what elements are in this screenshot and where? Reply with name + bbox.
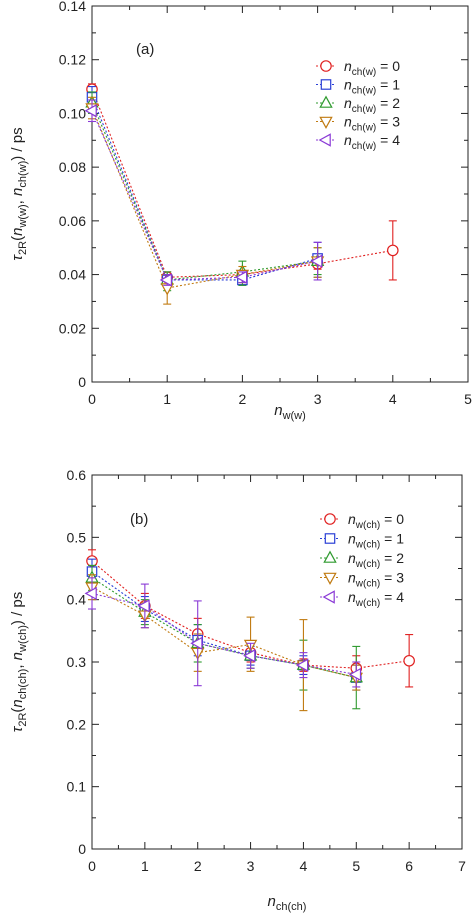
data-point [190,636,203,651]
data-point [137,599,150,613]
legend-entry: nch(w) = 0 [344,58,400,78]
y-tick-label: 0.6 [67,467,87,483]
x-tick-label: 5 [352,858,360,874]
x-tick-label: 2 [239,391,247,407]
data-point [310,254,323,268]
panel-label: (a) [136,41,154,58]
x-tick-label: 7 [458,858,466,874]
data-point [84,586,97,601]
series-1 [86,558,362,691]
legend-entry: nch(w) = 4 [344,132,400,152]
legend-entry: nch(w) = 2 [344,95,400,115]
x-tick-label: 0 [88,391,96,407]
series-4 [84,577,362,688]
legend-entry: nch(w) = 1 [344,77,400,97]
y-tick-label: 0.1 [67,779,87,795]
series-line [91,586,357,679]
data-point [386,244,399,257]
y-tick-label: 0.14 [59,0,86,14]
panel-b: 0 0.1 0.2 0.3 0.4 0.5 0.6 0 1 2 3 4 5 6 7 nch(ch) τ2R(nc… [9,467,466,913]
legend-marker [322,590,335,604]
series-line [91,110,318,281]
data-point [243,649,256,663]
series-line [91,592,357,676]
data-point [295,658,309,672]
series-line [91,102,318,281]
series-line [91,577,357,679]
y-tick-label: 0.04 [59,267,86,283]
y-tick-label: 0 [78,374,86,390]
legend-marker [324,513,336,525]
y-axis-label: τ2R(nw(w), nch(w)) / ps [9,127,29,260]
legend-marker [320,60,332,72]
legend-entry: nw(ch) = 1 [348,531,404,551]
x-tick-label: 5 [464,391,472,407]
x-axis-label: nch(ch) [268,893,307,913]
series-1 [86,86,323,286]
legend-marker [319,95,333,108]
series-line [91,107,318,289]
series-2 [85,91,325,292]
legend-marker [320,79,332,90]
x-tick-label: 0 [88,858,96,874]
y-tick-label: 0.2 [67,716,87,732]
x-axis-label: nw(w) [274,402,306,422]
panel-label: (b) [130,511,148,528]
legend-marker [324,533,336,544]
legend-entry: nw(ch) = 2 [348,550,404,570]
plot-frame [91,5,469,383]
series-line [91,97,318,281]
y-tick-label: 0.4 [67,592,87,608]
legend-entry: nw(ch) = 0 [348,511,404,531]
series-3 [85,574,363,712]
series-2 [85,564,363,710]
y-tick-label: 0.06 [59,213,86,229]
legend-entry: nch(w) = 3 [344,114,400,134]
y-tick-label: 0.12 [59,52,86,68]
x-tick-label: 1 [141,858,149,874]
data-point [234,270,248,284]
y-tick-label: 0 [78,841,86,857]
legend-marker [319,116,333,129]
x-tick-label: 2 [194,858,202,874]
x-tick-label: 4 [389,391,397,407]
data-point [159,273,172,287]
data-point [348,667,362,682]
series-3 [85,96,325,305]
y-tick-label: 0.3 [67,654,87,670]
legend-marker [318,133,331,147]
y-tick-label: 0.08 [59,159,86,175]
series-4 [84,99,323,287]
x-tick-label: 3 [247,858,255,874]
x-tick-label: 6 [405,858,413,874]
y-axis-label: τ2R(nch(ch), nw(ch)) / ps [9,592,29,733]
x-tick-label: 3 [314,391,322,407]
y-tick-label: 0.5 [67,529,87,545]
y-tick-label: 0.02 [59,320,86,336]
legend-entry: nw(ch) = 3 [348,570,404,590]
panel-a: 0 0.02 0.04 0.06 0.08 0.10 0.12 0.14 0 1 2 3 4 5 nw(w)… [9,0,472,422]
series-line [91,571,357,679]
x-tick-label: 4 [300,858,308,874]
legend-marker [323,550,337,563]
data-point [84,104,97,118]
y-tick-label: 0.10 [59,105,86,121]
legend-entry: nw(ch) = 4 [348,589,404,609]
data-point [403,654,415,667]
legend-marker [323,572,337,585]
x-tick-label: 1 [163,391,171,407]
legend: nw(ch) = 0nw(ch) = 1nw(ch) = 2nw(ch) = 3… [320,511,404,609]
